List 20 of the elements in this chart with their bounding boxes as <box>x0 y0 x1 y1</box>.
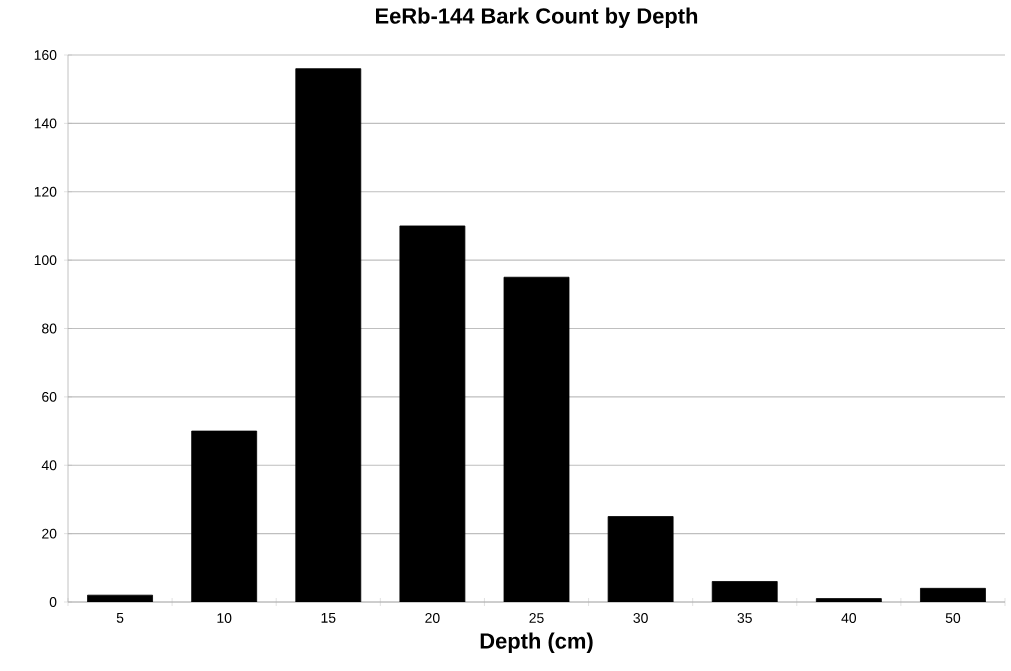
x-axis-title: Depth (cm) <box>480 632 593 654</box>
y-tick-label: 80 <box>42 323 57 334</box>
chart-title: EeRb-144 Bark Count by Depth <box>376 7 698 28</box>
x-tick-label: 35 <box>737 613 752 623</box>
y-tick-label: 0 <box>49 597 57 607</box>
x-tick-label: 20 <box>425 613 440 623</box>
x-tick-label: 15 <box>321 613 336 623</box>
y-tick-label: 20 <box>42 528 57 539</box>
x-tick-label: 40 <box>841 613 857 623</box>
y-tick-label: 160 <box>34 50 57 60</box>
y-tick-label: 60 <box>42 391 57 402</box>
y-tick-label: 100 <box>34 255 57 266</box>
x-tick-label: 5 <box>116 613 124 623</box>
y-tick-label: 120 <box>34 186 57 197</box>
x-tick-label: 30 <box>633 613 648 623</box>
x-tick-label: 10 <box>217 613 232 623</box>
x-tick-label: 25 <box>529 613 544 623</box>
y-tick-label: 140 <box>34 118 57 129</box>
y-tick-label: 40 <box>41 460 57 471</box>
x-tick-label: 50 <box>945 613 961 623</box>
